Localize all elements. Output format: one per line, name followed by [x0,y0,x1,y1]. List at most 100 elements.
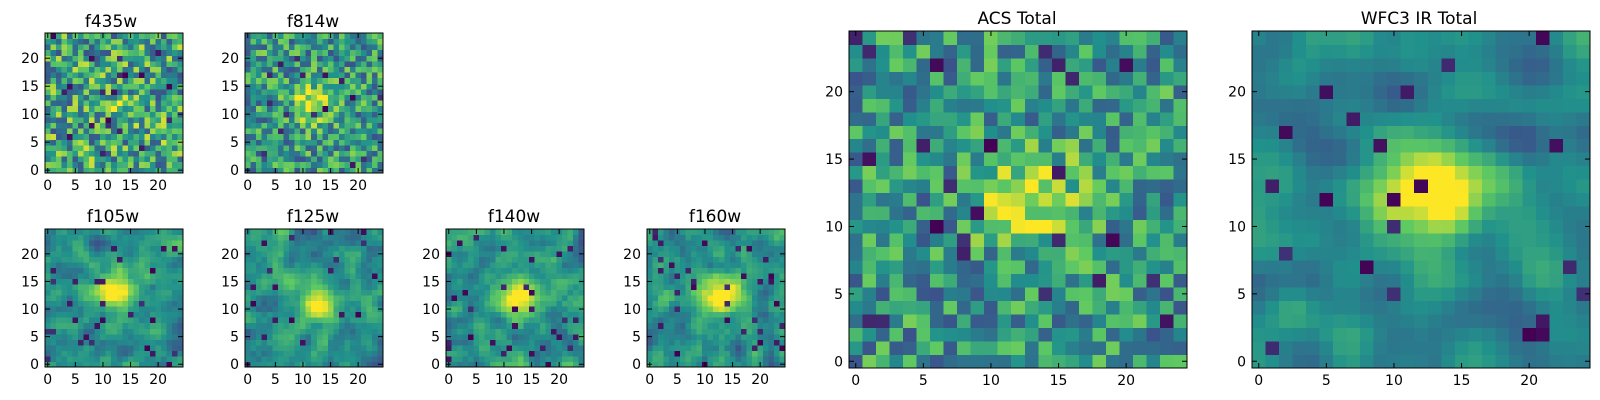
heatmap-cell [970,179,985,194]
heatmap-cell [1481,165,1496,180]
heatmap-cell [83,262,90,269]
heatmap-cell [669,311,675,318]
heatmap-cell [943,179,958,194]
heatmap-cell [160,139,167,146]
heatmap-cell [289,300,296,307]
heatmap-cell [116,122,123,129]
heatmap-cell [1562,273,1577,288]
heatmap-cell [1146,354,1161,369]
heatmap-cell [735,361,742,368]
heatmap-cell [100,66,107,73]
heatmap-cell [567,256,574,263]
heatmap-cell [160,306,167,313]
heatmap-cell [272,83,279,90]
heatmap-cell [512,240,519,246]
heatmap-cell [61,83,68,90]
heatmap-cell [349,278,356,285]
heatmap-cell [889,354,904,369]
heatmap-cell [171,83,178,90]
heatmap-cell [160,44,167,51]
heatmap-cell [338,339,345,346]
heatmap-cell [278,306,285,313]
heatmap-cell [133,339,140,346]
heatmap-cell [144,89,151,95]
heatmap-cell [1132,192,1147,207]
heatmap-cell [50,61,57,67]
heatmap-cells-f105w [45,229,184,368]
heatmap-cell [468,300,474,307]
heatmap-cell [1011,327,1026,342]
heatmap-cell [116,77,123,84]
heatmap-cell [294,295,301,302]
heatmap-cell [294,306,301,313]
heatmap-cell [78,49,85,56]
panel-title-f105w: f105w [87,207,139,227]
heatmap-cell [256,150,262,157]
heatmap-cell [572,311,579,318]
heatmap-cell [779,344,786,351]
heatmap-cell [149,105,156,112]
x-tick-label: 15 [724,372,742,388]
heatmap-cell [133,295,140,302]
heatmap-cell [138,128,145,135]
heatmap-cell [45,105,51,112]
heatmap-cell [366,317,373,324]
heatmap-cell [138,295,145,302]
heatmap-cell [773,245,780,252]
heatmap-cell [572,333,579,340]
heatmap-cell [371,139,378,146]
heatmap-cell [171,156,178,163]
heatmap-cell [133,333,140,340]
heatmap-cell [768,339,775,346]
heatmap-cell [556,251,563,257]
heatmap-cell [773,234,780,241]
heatmap-cell [916,98,931,113]
heatmap-cell [1132,219,1147,234]
heatmap-cell [316,322,323,329]
heatmap-cell [1078,233,1093,248]
heatmap-cell [1292,341,1307,355]
heatmap-cell [1173,314,1188,328]
heatmap-cell [127,306,134,313]
heatmap-cell [506,251,513,257]
heatmap-cell [501,273,508,280]
heatmap-cell [691,311,698,318]
heatmap-cell [539,289,546,296]
heatmap-cell [751,333,758,340]
heatmap-cell [333,83,340,90]
heatmap-cell [1159,192,1174,207]
heatmap-cell [283,333,290,340]
heatmap-cell [61,361,68,368]
heatmap-cell [1159,125,1174,140]
heatmap-cell [83,273,90,280]
heatmap-cell [283,344,290,351]
heatmap-cell [155,77,162,84]
heatmap-cell [100,128,107,135]
heatmap-cell [707,300,714,307]
heatmap-cell [305,361,312,368]
heatmap-cell [479,350,486,357]
heatmap-cell [903,44,917,59]
heatmap-cell [360,300,367,307]
heatmap-cell [245,122,251,129]
heatmap-cell [1495,179,1510,194]
heatmap-cell [61,328,68,335]
heatmap-cell [663,289,670,296]
heatmap-cell [250,38,257,45]
heatmap-cell [1011,219,1026,234]
heatmap-cell [50,167,57,174]
heatmap-cell [349,89,356,95]
heatmap-cell [696,350,703,357]
heatmap-cell [305,306,312,313]
heatmap-cell [256,89,262,95]
heatmap-cell [56,66,62,73]
heatmap-cell [355,300,362,307]
heatmap-cell [144,44,151,51]
heatmap-cell [94,117,101,123]
heatmap-cell [50,117,57,123]
heatmap-cell [561,251,568,257]
heatmap-cell [669,267,675,274]
heatmap-cell [56,289,62,296]
heatmap-cell [72,333,79,340]
